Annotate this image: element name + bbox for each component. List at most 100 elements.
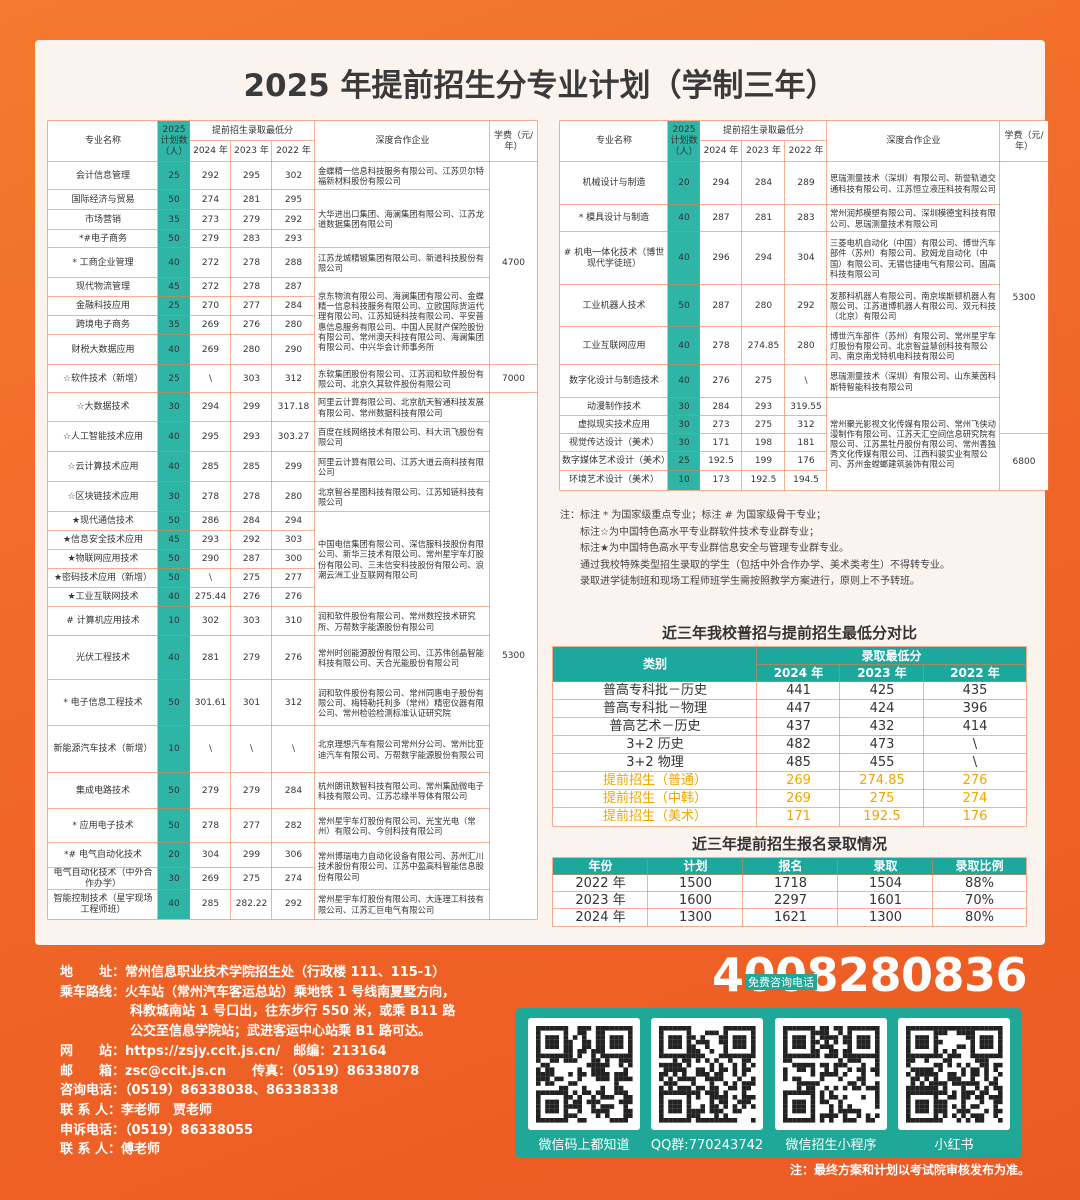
min-score: 435 (924, 682, 1026, 700)
qr-module (554, 1039, 559, 1045)
qr-module (847, 1044, 852, 1049)
partner-companies: 北京智谷星图科技有限公司、江苏知链科技有限公司 (315, 482, 490, 512)
qr-module (947, 1072, 952, 1077)
qr-module (618, 1062, 624, 1068)
min-score: 269 (757, 790, 840, 808)
qr-module (984, 1085, 989, 1091)
qr-caption: QQ群:770243742 (650, 1138, 764, 1153)
qr-module (595, 1044, 601, 1049)
qr-module (933, 1062, 939, 1068)
min-score: 284 (700, 398, 742, 416)
category: 3+2 历史 (553, 736, 757, 754)
qr-module (993, 1076, 998, 1082)
qr-module (751, 1095, 756, 1100)
major-name: ★密码技术应用（新增） (48, 569, 158, 588)
qr-module (915, 1099, 920, 1105)
min-score: 288 (272, 248, 315, 278)
qr-module (838, 1099, 843, 1105)
qr-module (824, 1035, 829, 1040)
qr-module (659, 1072, 664, 1077)
qr-module (623, 1113, 628, 1118)
major-name: * 应用电子技术 (48, 809, 158, 843)
qr-module (852, 1118, 857, 1123)
qr-module (605, 1053, 610, 1059)
qr-module (993, 1026, 998, 1031)
qr-module (865, 1118, 871, 1123)
header-scores: 录取最低分 (757, 647, 1026, 665)
qr-module (732, 1026, 738, 1031)
qr-module (975, 1026, 980, 1031)
min-score: 424 (840, 700, 924, 718)
plan-count: 50 (158, 230, 190, 248)
qr-module (549, 1072, 555, 1077)
qr-module (961, 1104, 966, 1109)
qr-module (796, 1044, 802, 1049)
qr-module (668, 1108, 673, 1114)
qr-module (536, 1039, 541, 1045)
header-year: 2024 年 (757, 665, 840, 682)
qr-module (961, 1081, 966, 1086)
qr-module (614, 1090, 619, 1095)
qr-module (961, 1099, 966, 1105)
qr-module (970, 1026, 975, 1031)
qr-module (605, 1026, 610, 1031)
qr-module (686, 1090, 692, 1095)
qr-module (933, 1081, 939, 1086)
qr-module (568, 1039, 573, 1045)
qr-module (705, 1030, 710, 1036)
partner-companies: 杭州朗讯数智科技有限公司、常州集励微电子科技有限公司、江苏芯缘半导体有限公司 (315, 773, 490, 809)
qr-module (906, 1039, 911, 1045)
plan-count: 40 (158, 452, 190, 482)
qr-module (906, 1090, 911, 1095)
header-plan: 2025计划数（人） (668, 121, 700, 162)
qr-module (924, 1108, 929, 1114)
qr-module (792, 1108, 797, 1114)
qr-module (536, 1090, 541, 1095)
qr-module (723, 1030, 728, 1036)
qr-module (801, 1118, 806, 1123)
qr-module (591, 1072, 596, 1077)
major-name: 环境艺术设计（美术） (560, 471, 668, 490)
qr-module (563, 1049, 569, 1054)
qr-module (686, 1062, 692, 1068)
qr-module (586, 1062, 592, 1068)
qr-module (998, 1118, 1003, 1123)
min-score: 437 (757, 718, 840, 736)
qr-module (577, 1026, 582, 1031)
qr-module (623, 1053, 628, 1059)
qr-module (783, 1118, 788, 1123)
min-score: 269 (190, 868, 231, 890)
qr-module (919, 1090, 925, 1095)
qr-module (723, 1035, 728, 1040)
qr-module (979, 1026, 985, 1031)
qr-module (582, 1044, 587, 1049)
qr-module (875, 1067, 880, 1072)
qr-module (929, 1090, 934, 1095)
plan-count: 40 (158, 636, 190, 680)
header-companies: 深度合作企业 (827, 121, 1000, 162)
qr-module (700, 1039, 705, 1045)
qr-module (677, 1035, 682, 1040)
qr-module (847, 1118, 852, 1123)
qr-module (618, 1026, 624, 1031)
qr-module (695, 1039, 701, 1045)
qr-module (783, 1090, 788, 1095)
major-name: 跨境电子商务 (48, 316, 158, 335)
qr-module (979, 1044, 985, 1049)
qr-module (906, 1072, 911, 1077)
qr-module (915, 1044, 920, 1049)
min-score: 280 (231, 335, 272, 365)
qr-module (906, 1095, 911, 1100)
qr-module (810, 1118, 816, 1123)
min-score: 317.18 (272, 393, 315, 422)
qr-module (952, 1053, 957, 1059)
qr-module (861, 1081, 866, 1086)
qr-module (718, 1099, 724, 1105)
qr-module (618, 1035, 624, 1040)
qr-module (600, 1076, 605, 1082)
qr-module (577, 1067, 582, 1072)
qr-module (965, 1090, 971, 1095)
min-score: 299 (231, 393, 272, 422)
qr-module (919, 1035, 925, 1040)
qr-module (686, 1095, 692, 1100)
